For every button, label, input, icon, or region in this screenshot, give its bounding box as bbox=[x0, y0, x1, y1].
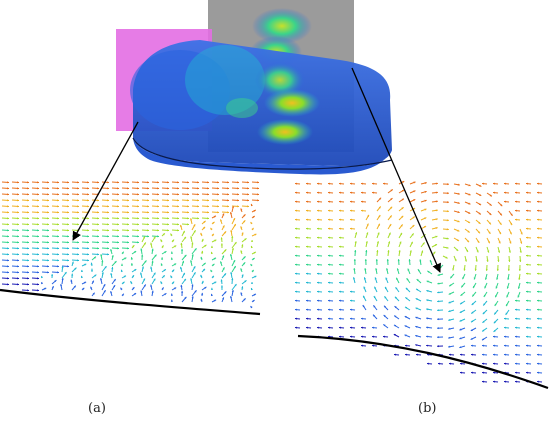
panel-b-wall bbox=[297, 334, 549, 390]
panel-b-caption: (b) bbox=[418, 401, 437, 416]
panel-a-wall bbox=[0, 288, 261, 316]
panel-a-vector-field bbox=[1, 181, 260, 309]
panel-a-caption: (a) bbox=[88, 401, 106, 416]
callout-arrow-b bbox=[351, 67, 441, 273]
wing-leading-edge bbox=[132, 137, 393, 170]
callout-arrow-a bbox=[72, 121, 139, 241]
wing-end-cap bbox=[133, 138, 392, 175]
volume-vortex-blobs bbox=[130, 45, 320, 145]
panel-b-vector-field bbox=[294, 180, 543, 383]
wing-scene bbox=[116, 0, 393, 175]
